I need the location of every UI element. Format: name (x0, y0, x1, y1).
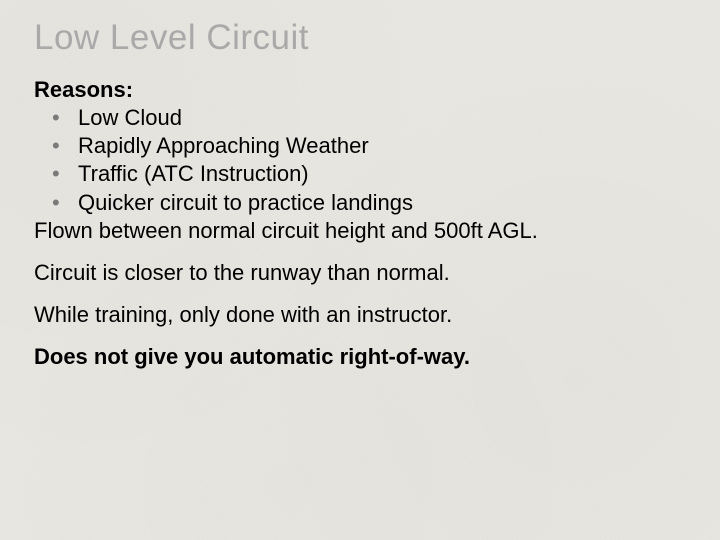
spacer (34, 245, 686, 259)
reasons-label: Reasons: (34, 76, 686, 104)
list-item: Rapidly Approaching Weather (52, 132, 686, 160)
slide-body: Reasons: Low Cloud Rapidly Approaching W… (34, 76, 686, 371)
slide-container: Low Level Circuit Reasons: Low Cloud Rap… (0, 0, 720, 540)
slide-title: Low Level Circuit (34, 18, 686, 58)
spacer (34, 287, 686, 301)
list-item: Low Cloud (52, 104, 686, 132)
paragraph-training: While training, only done with an instru… (34, 301, 686, 329)
paragraph-closer: Circuit is closer to the runway than nor… (34, 259, 686, 287)
spacer (34, 329, 686, 343)
list-item: Traffic (ATC Instruction) (52, 160, 686, 188)
list-item: Quicker circuit to practice landings (52, 189, 686, 217)
reasons-list: Low Cloud Rapidly Approaching Weather Tr… (34, 104, 686, 217)
paragraph-flown: Flown between normal circuit height and … (34, 217, 686, 245)
paragraph-right-of-way: Does not give you automatic right-of-way… (34, 343, 686, 371)
